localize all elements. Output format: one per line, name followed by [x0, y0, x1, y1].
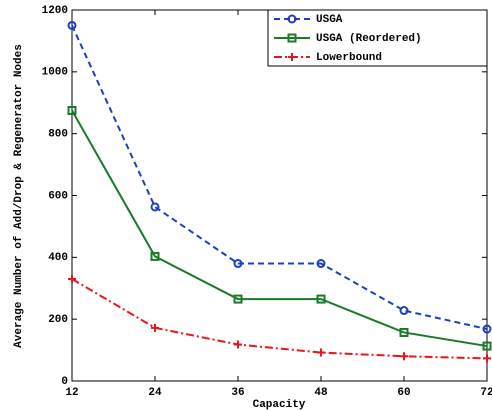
- legend-label: USGA: [316, 14, 343, 26]
- point: [234, 340, 242, 349]
- y-tick-label: 1000: [42, 67, 68, 79]
- point: [150, 251, 160, 261]
- point: [150, 202, 160, 212]
- point: [316, 259, 326, 269]
- point: [400, 352, 408, 361]
- legend: USGA USGA (Reordered) Lowerbound: [267, 9, 488, 67]
- point: [233, 294, 243, 304]
- point: [482, 324, 492, 334]
- point: [67, 105, 77, 115]
- legend-label: Lowerbound: [316, 52, 382, 64]
- x-tick-label: 12: [65, 387, 78, 399]
- y-axis-label: Average Number of Add/Drop & Regenerator…: [13, 44, 25, 348]
- x-tick-label: 24: [148, 387, 162, 399]
- x-axis-label: Capacity: [253, 399, 306, 411]
- point: [233, 259, 243, 269]
- legend-label: USGA (Reordered): [316, 33, 422, 45]
- x-tick-label: 72: [480, 387, 492, 399]
- y-tick-label: 600: [48, 190, 68, 202]
- y-tick-label: 400: [48, 252, 68, 264]
- x-tick-label: 36: [231, 387, 244, 399]
- y-tick-label: 0: [61, 376, 68, 388]
- y-tick-label: 200: [48, 314, 68, 326]
- point: [317, 348, 325, 357]
- point: [151, 323, 159, 332]
- legend-marker: [288, 53, 296, 61]
- point: [67, 20, 77, 30]
- x-tick-label: 48: [314, 387, 328, 399]
- point: [68, 274, 76, 283]
- point: [316, 294, 326, 304]
- series-line: [71, 109, 488, 348]
- point: [399, 306, 409, 316]
- series-line: [71, 25, 488, 331]
- point: [482, 341, 492, 351]
- legend-marker: [287, 14, 297, 24]
- point: [483, 354, 491, 363]
- legend-marker: [287, 33, 297, 43]
- x-tick-label: 60: [397, 387, 410, 399]
- point: [399, 327, 409, 337]
- y-tick-label: 1200: [42, 5, 68, 17]
- y-tick-label: 800: [48, 129, 68, 141]
- series-line: [71, 278, 488, 360]
